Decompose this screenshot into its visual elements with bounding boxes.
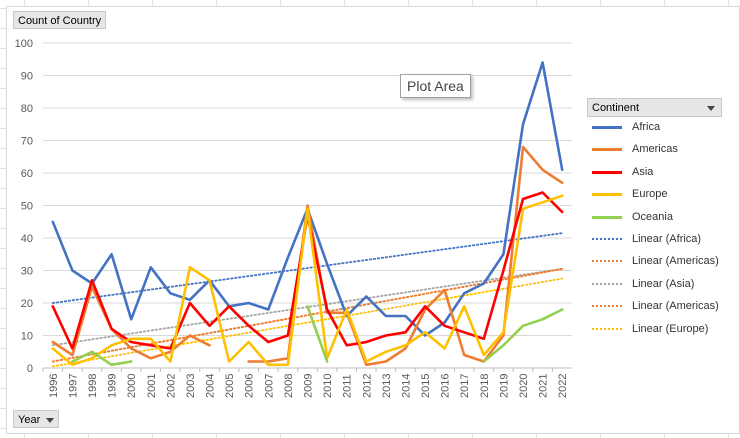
x-tick-label: 2019 <box>498 374 510 398</box>
trendline <box>51 232 564 304</box>
x-tick-label: 2007 <box>263 374 275 398</box>
chevron-down-icon[interactable] <box>46 417 55 423</box>
legend-swatch <box>592 193 622 197</box>
legend-item[interactable]: Africa <box>590 120 730 142</box>
legend-label: Africa <box>632 121 661 133</box>
x-tick-label: 2012 <box>361 374 373 398</box>
count-of-country-label: Count of Country <box>18 15 102 27</box>
legend-item[interactable]: Americas <box>590 142 730 164</box>
legend-label: Europe <box>632 188 668 201</box>
legend-swatch <box>592 215 622 219</box>
series-line <box>51 61 564 337</box>
x-tick-label: 2017 <box>459 374 471 398</box>
legend-item[interactable]: Linear (Africa) <box>590 232 730 254</box>
legend-label: Oceania <box>632 210 673 223</box>
year-field-button[interactable]: Year <box>13 410 60 428</box>
x-tick-label: 2003 <box>185 374 197 398</box>
count-of-country-field-button[interactable]: Count of Country <box>13 11 107 29</box>
series-line <box>482 308 564 363</box>
legend-item[interactable]: Linear (Americas) <box>590 299 730 321</box>
x-tick-label: 2008 <box>283 374 295 398</box>
year-field-label: Year <box>18 414 41 426</box>
y-tick-label: 30 <box>21 266 33 278</box>
legend-swatch <box>592 126 622 129</box>
legend-item[interactable]: Linear (Americas) <box>590 254 730 276</box>
legend-label: Linear (Americas) <box>632 300 719 313</box>
legend-label: Americas <box>632 143 678 156</box>
legend-label: Linear (Americas) <box>632 255 719 268</box>
legend-item[interactable]: Europe <box>590 187 730 209</box>
legend-label: Linear (Africa) <box>632 232 702 245</box>
y-tick-label: 60 <box>21 168 33 180</box>
x-tick-label: 2022 <box>557 374 569 398</box>
y-tick-label: 10 <box>21 331 33 343</box>
legend-swatch <box>592 260 622 263</box>
y-tick-label: 20 <box>21 298 33 310</box>
x-tick-label: 2006 <box>244 374 256 398</box>
legend-label: Asia <box>632 165 654 178</box>
x-tick-label: 2016 <box>440 374 452 398</box>
y-tick-label: 40 <box>21 233 33 245</box>
continent-field-button[interactable]: Continent <box>587 98 722 117</box>
x-tick-label: 2000 <box>126 374 138 398</box>
y-tick-label: 70 <box>21 136 33 148</box>
series-line <box>71 350 133 367</box>
x-tick-label: 2002 <box>165 374 177 398</box>
series-line <box>51 194 564 367</box>
series-line <box>306 305 329 363</box>
legend-swatch <box>592 327 622 330</box>
plot-area-tooltip: Plot Area <box>400 74 471 98</box>
series-line <box>51 285 211 360</box>
legend-label: Linear (Europe) <box>632 322 709 335</box>
x-tick-label: 1998 <box>87 374 99 398</box>
y-tick-label: 100 <box>15 38 33 50</box>
y-tick-label: 50 <box>21 201 33 213</box>
x-tick-label: 2015 <box>420 374 432 398</box>
x-tick-label: 2005 <box>224 374 236 398</box>
x-tick-label: 2021 <box>538 374 550 398</box>
chevron-down-icon[interactable] <box>707 106 715 111</box>
x-tick-label: 1997 <box>67 374 79 398</box>
x-tick-label: 2010 <box>322 374 334 398</box>
y-tick-label: 90 <box>21 71 33 83</box>
x-tick-label: 2004 <box>205 374 217 398</box>
y-tick-label: 0 <box>27 363 33 375</box>
x-tick-label: 2020 <box>518 374 530 398</box>
legend-label: Linear (Asia) <box>632 277 695 290</box>
legend-swatch <box>592 282 622 285</box>
x-tick-label: 2014 <box>400 374 412 398</box>
legend-swatch <box>592 305 622 308</box>
legend-item[interactable]: Asia <box>590 165 730 187</box>
x-tick-label: 1999 <box>107 374 119 398</box>
x-tick-label: 2001 <box>146 374 158 398</box>
legend-swatch <box>592 148 622 152</box>
x-tick-label: 2009 <box>303 374 315 398</box>
x-tick-label: 1996 <box>48 374 60 398</box>
legend-swatch <box>592 170 622 174</box>
trendline <box>51 267 564 363</box>
legend-swatch <box>592 237 622 240</box>
continent-field-label: Continent <box>592 102 640 114</box>
x-tick-label: 2011 <box>342 374 354 398</box>
x-tick-label: 2018 <box>479 374 491 398</box>
chart-legend[interactable]: Africa Americas Asia Europe Oceania Linear (A… <box>590 120 730 344</box>
x-tick-label: 2013 <box>381 374 393 398</box>
legend-item[interactable]: Linear (Asia) <box>590 277 730 299</box>
legend-item[interactable]: Linear (Europe) <box>590 322 730 344</box>
legend-item[interactable]: Oceania <box>590 210 730 232</box>
y-tick-label: 80 <box>21 103 33 115</box>
